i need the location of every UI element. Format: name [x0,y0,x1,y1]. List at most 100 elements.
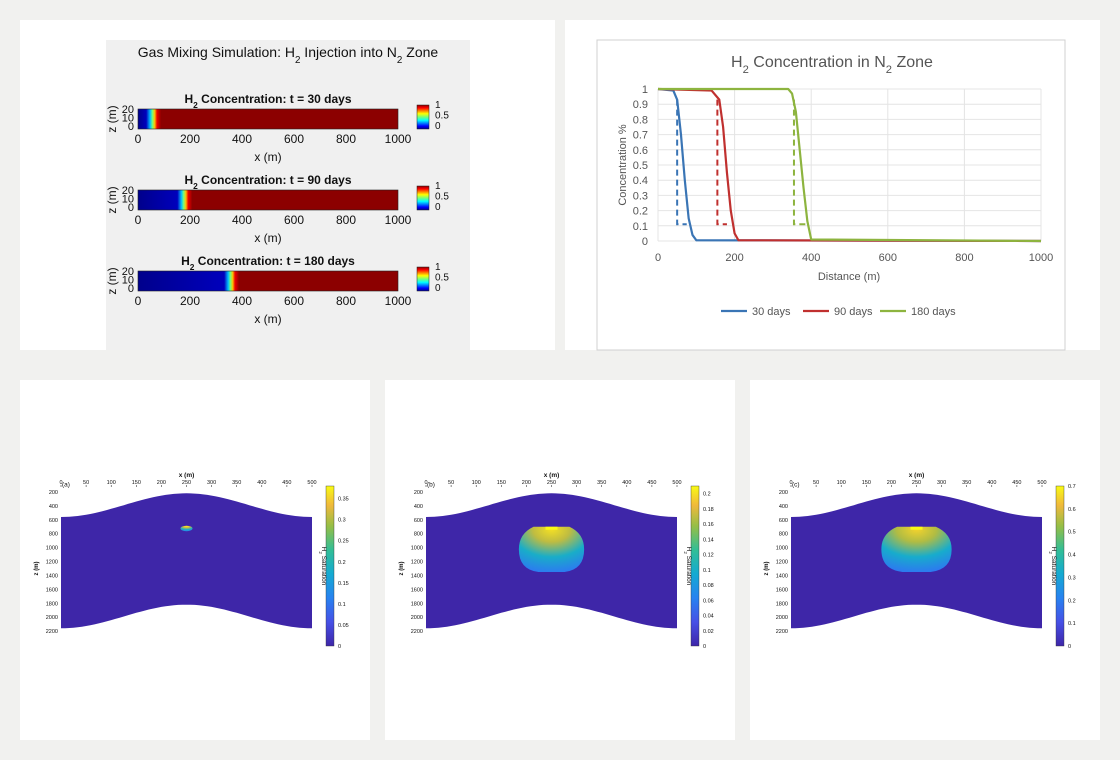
z-tick-label: 200 [49,490,58,496]
subplot-title-part: H [184,92,193,106]
x-tick-label: 800 [336,294,356,308]
y-axis-label: Concentration % [617,124,629,206]
z-tick-label: 20 [122,266,134,278]
x-tick-label: 450 [1012,480,1021,486]
title-part: Injection into N [300,44,397,60]
x-tick-label: 150 [862,480,871,486]
subplot-label: (a) [62,481,70,488]
x-axis-label: x (m) [179,472,195,479]
series-line-1 [657,87,1042,243]
saturation-panel-b: x (m) 0 50 100 150 200 250 300 350 400 450 500 200 40… [385,380,735,740]
title-part: Zone [892,54,933,71]
colorbar-tick-label: 0.4 [1068,553,1076,559]
z-tick-label: 400 [779,504,788,510]
subplot-title-subscript: 2 [193,100,198,110]
z-tick-label: 0 [128,283,134,295]
z-tick-label: 1200 [46,560,58,566]
x-tick-label: 200 [180,132,200,146]
series-step-1 [716,99,727,226]
colorbar [1055,485,1065,647]
colorbar-label: H2 Saturation [319,547,328,586]
z-tick-label: 1200 [776,560,788,566]
colorbar-tick-label: 0.5 [1068,530,1076,536]
colorbar-label-part: H [1050,547,1057,552]
y-tick-label: 1 [642,84,648,96]
colorbar-label-part: H [685,547,692,552]
title-subscript: 2 [886,64,892,76]
x-axis-label: x (m) [254,312,281,326]
colorbar-tick-label: 0.25 [338,539,349,545]
z-tick-label: 200 [779,490,788,496]
z-axis-label: z (m) [399,561,405,575]
simulation-panel: Gas Mixing Simulation: H2 Injection into… [20,20,555,350]
colorbar-tick-label: 0.5 [435,111,449,122]
colorbar-tick-label: 0.18 [703,507,714,513]
y-tick-label: 0.5 [633,160,648,172]
colorbar-tick-label: 0.12 [703,553,714,559]
concentration-field [137,270,399,292]
colorbar-tick-label: 0.2 [338,560,346,566]
subplot-title-part: Concentration: t = 180 days [194,254,355,268]
z-tick-label: 800 [49,532,58,538]
colorbar-label-part: Saturation [1050,554,1057,586]
x-tick-label: 500 [672,480,681,486]
colorbar-tick-label: 0.14 [703,537,714,543]
x-tick-label: 100 [107,480,116,486]
z-tick-label: 2200 [776,629,788,635]
colorbar-label-part: Saturation [320,554,327,586]
saturation-panel-a: x (m) 0 50 100 150 200 250 300 350 400 450 500 200 40… [20,380,370,740]
legend-label: 90 days [834,306,873,318]
x-tick-label: 0 [655,252,661,264]
x-tick-label: 200 [157,480,166,486]
subplot-label: (c) [792,481,800,488]
x-tick-label: 200 [180,294,200,308]
title-subscript: 2 [397,55,402,66]
z-tick-label: 800 [779,532,788,538]
colorbar-tick-label: 0 [435,283,441,294]
y-tick-label: 0.9 [633,99,648,111]
z-tick-label: 1000 [46,546,58,552]
x-tick-label: 300 [937,480,946,486]
z-tick-label: 0 [128,121,134,133]
chart-title: H2 Concentration in N2 Zone [731,54,933,76]
colorbar-tick-label: 0.3 [1068,575,1076,581]
x-tick-label: 350 [962,480,971,486]
z-tick-label: 1400 [46,573,58,579]
title-part: Concentration in N [749,54,886,71]
z-tick-label: 10 [122,194,134,206]
series-step-2 [792,99,810,226]
colorbar-tick-label: 0.2 [703,492,711,498]
x-tick-label: 400 [802,252,820,264]
z-axis-label: z (m) [105,186,119,213]
concentration-line-chart: H2 Concentration in N2 Zone00.10.20.30.4… [596,39,1066,351]
x-axis-label: x (m) [909,472,925,479]
x-tick-label: 400 [232,294,252,308]
title-part: Zone [402,44,438,60]
z-tick-label: 0 [128,202,134,214]
subplot-title-part: H [184,173,193,187]
x-tick-label: 300 [572,480,581,486]
saturation-panel-c: x (m) 0 50 100 150 200 250 300 350 400 450 500 200 40… [750,380,1100,740]
colorbar-tick-label: 0.35 [338,497,349,503]
y-tick-label: 0 [642,236,648,248]
plume-top-cap [545,526,558,530]
subplot-title: H2 Concentration: t = 90 days [184,173,351,191]
colorbar-tick-label: 0.05 [338,623,349,629]
colorbar-label-part: H [320,547,327,552]
z-tick-label: 20 [122,104,134,116]
z-tick-label: 400 [414,504,423,510]
colorbar-tick-label: 0.3 [338,518,346,524]
h2-plume [518,526,585,572]
x-tick-label: 1000 [385,294,412,308]
series-step-0 [676,99,687,226]
colorbar [416,266,430,292]
z-axis-label: z (m) [105,267,119,294]
colorbar-tick-label: 1 [435,181,441,192]
colorbar-tick-label: 0 [435,121,441,132]
x-tick-label: 800 [336,132,356,146]
z-tick-label: 200 [414,490,423,496]
subplot-title: H2 Concentration: t = 180 days [181,254,355,272]
z-tick-label: 600 [779,518,788,524]
plume-top-cap [910,526,923,530]
z-axis-label: z (m) [764,561,770,575]
